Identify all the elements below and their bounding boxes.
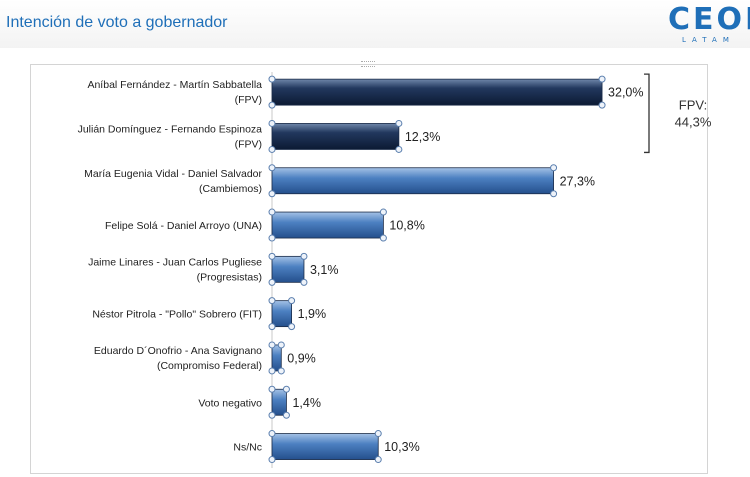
category-label-line: (Compromiso Federal): [157, 360, 262, 372]
bar-handle: [374, 430, 382, 438]
category-label-line: (Cambiemos): [199, 183, 262, 195]
bar-handle: [268, 385, 276, 393]
category-label-line: (Progresistas): [197, 271, 262, 283]
category-label: Felipe Solá - Daniel Arroyo (UNA): [105, 220, 262, 232]
bar-handle: [288, 323, 296, 331]
fpv-bracket: [644, 73, 650, 154]
ceop-logo-subtitle: LATAM: [682, 36, 735, 44]
category-label-line: Eduardo D´Onofrio - Ana Savignano: [94, 345, 262, 357]
bar-handle: [268, 208, 276, 216]
value-label: 12,3%: [405, 130, 440, 144]
bar-handle: [379, 208, 387, 216]
bar-handle: [268, 252, 276, 260]
value-label: 10,3%: [384, 440, 419, 454]
bar-handle: [550, 164, 558, 172]
bar-handle: [395, 119, 403, 127]
bar-handle: [268, 297, 276, 305]
category-label-line: Ns/Nc: [233, 442, 262, 454]
category-label: Julián Domínguez - Fernando Espinoza (FPV…: [78, 123, 263, 150]
bar-handle: [268, 278, 276, 286]
bar-handle: [268, 234, 276, 242]
value-label: 1,9%: [298, 307, 327, 321]
value-label: 1,4%: [292, 396, 321, 410]
bar-handle: [598, 101, 606, 109]
category-label: Néstor Pitrola - "Pollo" Sobrero (FIT): [92, 309, 262, 321]
bar-handle: [268, 411, 276, 419]
bar-2: [271, 123, 400, 150]
bar-handle: [268, 456, 276, 464]
bar-handle: [268, 323, 276, 331]
bar-handle: [300, 252, 308, 260]
category-label-line: Voto negativo: [198, 397, 262, 409]
frame-resize-handle: [361, 61, 375, 67]
bar-handle: [288, 297, 296, 305]
value-label: 0,9%: [287, 351, 316, 365]
category-label: Voto negativo: [198, 397, 262, 409]
category-label-line: Jaime Linares - Juan Carlos Pugliese: [88, 256, 262, 268]
category-label-line: Néstor Pitrola - "Pollo" Sobrero (FIT): [92, 309, 262, 321]
category-label: Jaime Linares - Juan Carlos Pugliese (Pro…: [88, 256, 262, 283]
bar-1: [271, 78, 603, 106]
bar-9: [271, 433, 379, 460]
category-label: Aníbal Fernández - Martín Sabbatella (FPV…: [87, 79, 262, 106]
bar-8: [271, 388, 287, 416]
bar-7: [271, 344, 282, 372]
bar-handle: [379, 234, 387, 242]
fpv-annotation-text: 44,3%: [675, 114, 712, 129]
bar-handle: [268, 190, 276, 198]
bar-handle: [268, 101, 276, 109]
fpv-total-annotation: FPV: 44,3%: [644, 73, 712, 154]
bar-handle: [282, 385, 290, 393]
ceop-logo: CEOP: [668, 2, 750, 37]
bar-handle: [300, 278, 308, 286]
bar-5: [271, 255, 305, 283]
bar-handle: [268, 367, 276, 375]
bar-handle: [277, 341, 285, 349]
category-label: María Eugenia Vidal - Daniel Salvador (Ca…: [84, 168, 262, 195]
bar-handle: [268, 341, 276, 349]
bar-handle: [268, 75, 276, 83]
category-label-line: Aníbal Fernández - Martín Sabbatella: [87, 79, 262, 91]
header-bar: [0, 0, 750, 48]
bar-handle: [268, 164, 276, 172]
page-title: Intención de voto a gobernador: [6, 14, 228, 31]
bar-handle: [395, 145, 403, 153]
bar-handle: [268, 119, 276, 127]
value-label: 10,8%: [389, 219, 424, 233]
bar-handle: [598, 75, 606, 83]
category-label-line: Julián Domínguez - Fernando Espinoza: [78, 123, 263, 135]
bar-4: [271, 211, 384, 239]
bar-handle: [282, 411, 290, 419]
fpv-annotation-text: FPV:: [679, 97, 707, 112]
category-label: Ns/Nc: [233, 442, 262, 454]
bar-handle: [268, 145, 276, 153]
value-label: 3,1%: [310, 263, 339, 277]
value-label: 27,3%: [560, 174, 595, 188]
bar-handle: [268, 430, 276, 438]
bar-handle: [277, 367, 285, 375]
bar-handle: [374, 456, 382, 464]
value-label: 32,0%: [608, 86, 643, 100]
bar-6: [271, 300, 292, 328]
category-label-line: Felipe Solá - Daniel Arroyo (UNA): [105, 220, 262, 232]
category-label-line: (FPV): [235, 138, 262, 150]
bar-handle: [550, 190, 558, 198]
bar-3: [271, 167, 554, 195]
category-label: Eduardo D´Onofrio - Ana Savignano (Compro…: [94, 345, 262, 372]
category-label-line: María Eugenia Vidal - Daniel Salvador: [84, 168, 262, 180]
category-label-line: (FPV): [235, 94, 262, 106]
